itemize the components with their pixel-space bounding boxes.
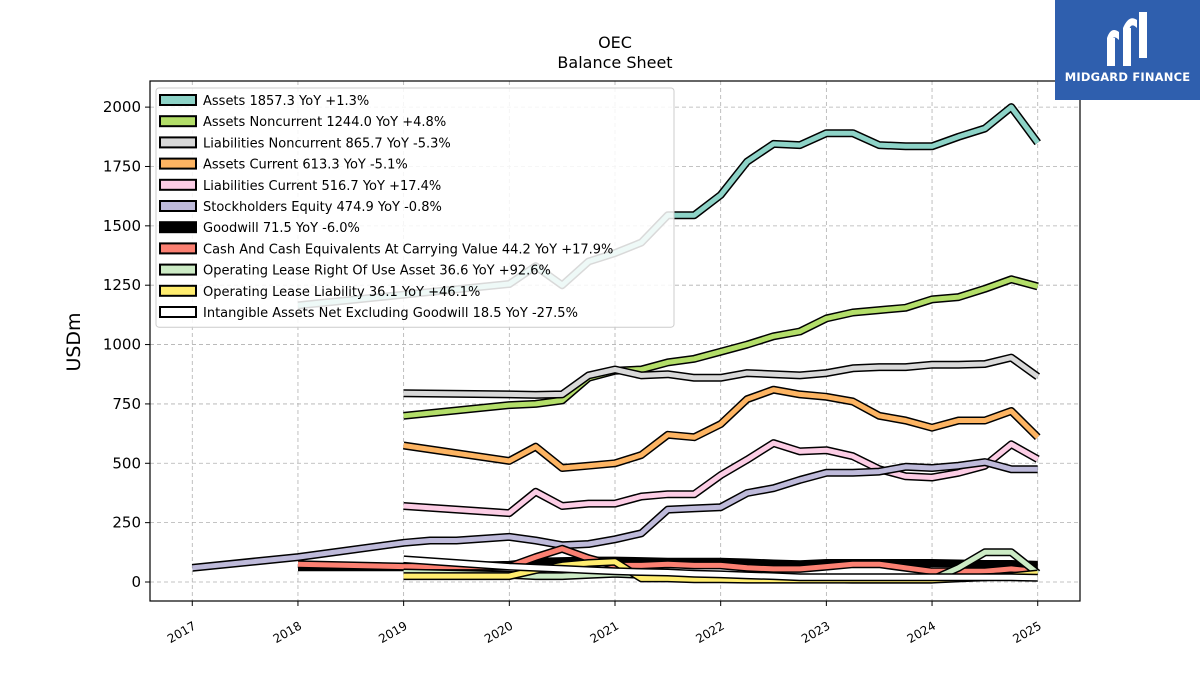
series-5 (191, 458, 1038, 572)
legend-entry: Goodwill 71.5 YoY -6.0% (203, 221, 360, 236)
x-tick-label: 2021 (588, 619, 621, 646)
brand-name: MIDGARD FINANCE (1064, 70, 1191, 84)
legend: Assets 1857.3 YoY +1.3% Assets Noncurrent… (155, 87, 675, 328)
y-tick-label: 1750 (103, 157, 141, 175)
series-4 (403, 439, 1040, 518)
series-3 (403, 385, 1041, 472)
legend-swatch (159, 306, 197, 318)
series-layer (191, 103, 1041, 584)
legend-entry: Liabilities Noncurrent 865.7 YoY -5.3% (203, 136, 451, 151)
y-tick-label: 500 (112, 454, 141, 472)
series-line (403, 556, 1038, 581)
series-line-outline (403, 385, 1041, 472)
series-line (192, 459, 1038, 571)
legend-swatch (159, 157, 197, 170)
legend-box (155, 87, 675, 328)
legend-swatch (159, 94, 197, 106)
y-tick-label: 750 (112, 395, 141, 413)
series-6 (298, 556, 1038, 572)
series-10 (403, 555, 1038, 582)
legend-entry: Assets 1857.3 YoY +1.3% (203, 94, 369, 109)
series-line (403, 355, 1040, 398)
brand-logo: MIDGARD FINANCE (1055, 0, 1200, 100)
brand-mark-icon (1107, 12, 1147, 66)
y-axis-label: USDm (63, 312, 85, 371)
legend-swatch (159, 284, 197, 297)
x-tick-label: 2023 (799, 619, 832, 646)
legend-entry: Stockholders Equity 474.9 YoY -0.8% (203, 200, 442, 215)
chart-subtitle: Balance Sheet (557, 53, 672, 72)
series-line (298, 558, 1038, 570)
legend-swatch (159, 242, 197, 255)
legend-swatch (159, 221, 197, 234)
y-tick-label: 0 (131, 573, 141, 591)
legend-entry: Intangible Assets Net Excluding Goodwill… (203, 306, 578, 321)
series-line (403, 440, 1039, 516)
legend-swatch (159, 263, 197, 276)
x-tick-label: 2018 (271, 619, 304, 646)
x-tick-label: 2022 (693, 619, 726, 646)
y-tick-label: 1250 (103, 276, 141, 294)
y-tick-label: 250 (112, 514, 141, 532)
legend-swatch (159, 200, 197, 212)
legend-swatch (159, 136, 197, 149)
y-tick-label: 1000 (103, 336, 141, 354)
legend-swatch (159, 178, 197, 191)
legend-entry: Assets Current 613.3 YoY -5.1% (203, 158, 408, 173)
legend-swatch (159, 115, 197, 128)
x-tick-label: 2020 (482, 619, 515, 646)
legend-entry: Assets Noncurrent 1244.0 YoY +4.8% (203, 115, 446, 130)
legend-entry: Operating Lease Right Of Use Asset 36.6 … (203, 264, 551, 279)
x-tick-label: 2017 (165, 619, 198, 646)
series-line (403, 387, 1040, 471)
x-tick-label: 2019 (376, 619, 409, 646)
chart-title: OEC (598, 33, 632, 52)
legend-entry: Operating Lease Liability 36.1 YoY +46.1… (203, 285, 480, 300)
y-tick-label: 2000 (103, 98, 141, 116)
y-tick-label: 1500 (103, 217, 141, 235)
legend-entry: Cash And Cash Equivalents At Carrying Va… (203, 242, 613, 257)
x-tick-label: 2024 (905, 619, 938, 646)
series-2 (403, 353, 1041, 399)
x-tick-label: 2025 (1010, 619, 1043, 646)
legend-entry: Liabilities Current 516.7 YoY +17.4% (203, 179, 441, 194)
